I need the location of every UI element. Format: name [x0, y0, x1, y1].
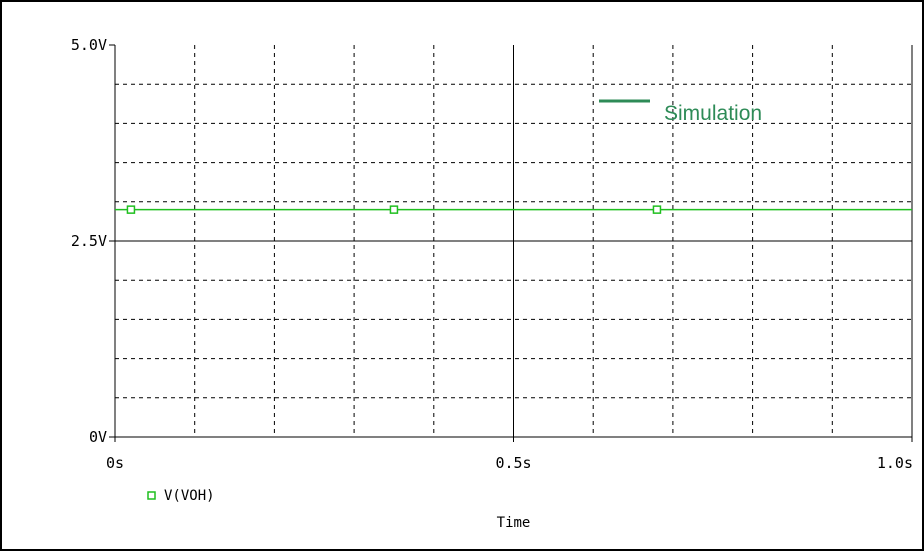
series-marker	[126, 205, 136, 214]
legend-marker	[147, 491, 156, 500]
x-tick-label: 1.0s	[877, 454, 913, 472]
tick-labels: 0s 0.5s 1.0s 0V 2.5V 5.0V Time	[71, 36, 913, 531]
y-tick-label: 0V	[89, 428, 107, 446]
y-tick-label: 2.5V	[71, 232, 107, 250]
series-marker	[389, 205, 399, 214]
series-marker	[652, 205, 662, 214]
legend-label: V(VOH)	[164, 488, 215, 504]
axes	[109, 44, 913, 442]
legend: V(VOH) Simulation	[147, 99, 762, 504]
x-tick-label: 0.5s	[495, 454, 531, 472]
series	[115, 205, 912, 214]
x-tick-label: 0s	[106, 454, 124, 472]
annotation-label: Simulation	[664, 102, 762, 125]
x-axis-title: Time	[497, 515, 531, 531]
y-tick-label: 5.0V	[71, 36, 107, 54]
grid	[115, 45, 913, 437]
